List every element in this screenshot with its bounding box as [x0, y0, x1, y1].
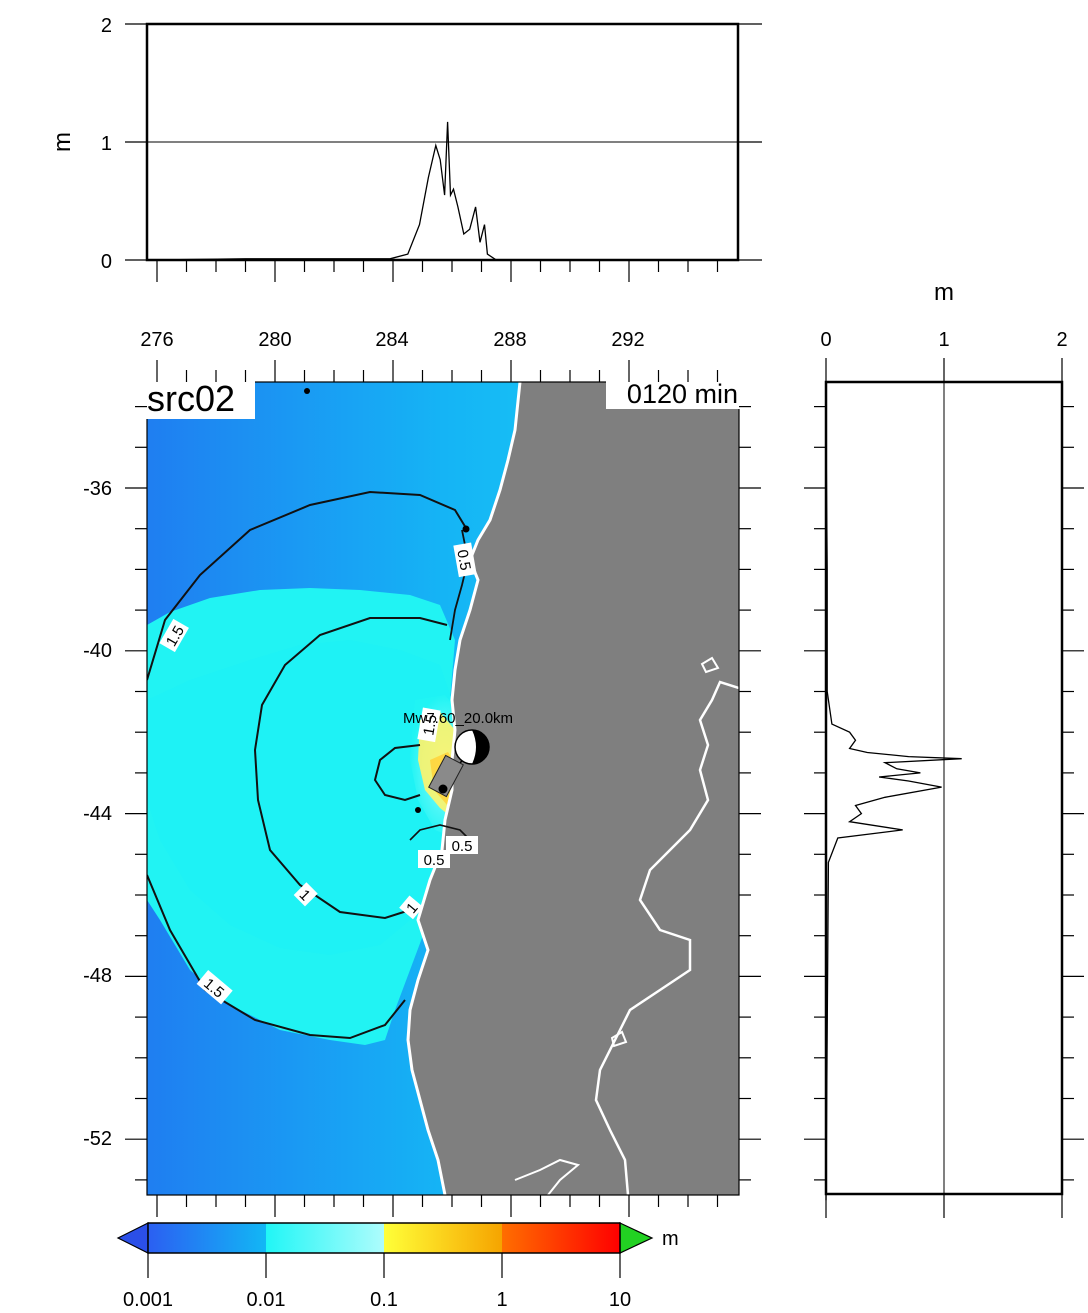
map-ytick-label: -44 — [83, 803, 112, 825]
right-xtick-1: 1 — [938, 329, 949, 351]
map-yticks — [125, 406, 761, 1181]
colorbar-unit: m — [662, 1228, 679, 1250]
contour-label: 0.5 — [452, 838, 473, 855]
colorbar-tick: 10 — [609, 1289, 631, 1311]
lake-outline — [700, 656, 720, 674]
map-xtick-label: 288 — [493, 329, 526, 351]
colorbar-segment — [502, 1223, 620, 1253]
map-xticks — [156, 360, 719, 1217]
beachball-icon — [454, 729, 490, 765]
contour-1 — [253, 617, 448, 920]
map-ytick-label: -48 — [83, 965, 112, 987]
right-xlabel: m — [934, 279, 954, 306]
map-ytick-label: -52 — [83, 1128, 112, 1150]
map-xtick-label: 284 — [375, 329, 408, 351]
epicenter-dot — [438, 784, 448, 794]
right-profile-yticks — [804, 406, 1084, 1181]
top-profile-yaxis: 0 1 2 m — [49, 15, 762, 273]
inland-line — [514, 1158, 581, 1195]
colorbar-tick: 0.01 — [247, 1289, 286, 1311]
right-profile-curve — [825, 426, 962, 1201]
top-ytick-1: 1 — [101, 133, 112, 155]
national-border — [594, 680, 739, 1195]
right-profile-xaxis: 0 1 2 m — [820, 279, 1068, 1218]
colorbar-underflow — [116, 1222, 149, 1254]
contour-0-5-inner — [373, 744, 421, 802]
station-dot — [462, 525, 470, 533]
right-xtick-2: 2 — [1056, 329, 1067, 351]
source-label-bg — [145, 379, 255, 419]
source-label: src02 — [147, 378, 235, 419]
map-frame — [146, 381, 740, 1196]
top-ylabel: m — [49, 132, 76, 152]
time-label: 0120 min — [627, 379, 738, 409]
map-xtick-label: 280 — [258, 329, 291, 351]
fault-plane — [428, 754, 464, 798]
colorbar-tick: 1 — [496, 1289, 507, 1311]
right-profile-panel: 0 1 2 m — [804, 279, 1084, 1218]
colorbar-tick: 0.1 — [370, 1289, 398, 1311]
contour-label: 0.5 — [424, 852, 445, 869]
map-ytick-label: -36 — [83, 478, 112, 500]
station-dot-3 — [415, 807, 421, 813]
lake-outline-2 — [610, 1030, 628, 1048]
event-label: Mw7.60_20.0km — [403, 710, 513, 727]
contour-1-5-south — [147, 874, 406, 1040]
sea-cyan-inner — [147, 640, 452, 955]
time-label-bg — [606, 379, 742, 409]
colorbar-overflow — [619, 1222, 654, 1254]
contour-1-5-north — [147, 490, 467, 681]
top-ytick-2: 2 — [101, 15, 112, 37]
map-xtick-label: 276 — [140, 329, 173, 351]
map-xtick-label: 292 — [611, 329, 644, 351]
top-ytick-0: 0 — [101, 251, 112, 273]
right-xtick-0: 0 — [820, 329, 831, 351]
top-profile-xticks — [156, 260, 719, 282]
contour-coastal-south — [409, 824, 471, 841]
map-panel: 1.5 1 0.5 1.5 1 0.5 1.5 0.5 Mw7.60_20.0k… — [83, 329, 761, 1217]
top-profile-curve — [151, 121, 733, 261]
colorbar-tick: 0.001 — [123, 1289, 173, 1311]
colorbar-segment — [384, 1223, 502, 1253]
colorbar-segment — [148, 1223, 266, 1253]
map-ytick-label: -40 — [83, 640, 112, 662]
top-profile-panel: 0 1 2 m — [49, 15, 762, 282]
colorbar-segment — [266, 1223, 384, 1253]
station-dot-2 — [304, 388, 310, 394]
contour-label: 0.5 — [453, 548, 473, 571]
contour-label: 1.5 — [420, 713, 440, 736]
colorbar: 0.001 0.01 0.1 1 10 m — [116, 1222, 679, 1311]
